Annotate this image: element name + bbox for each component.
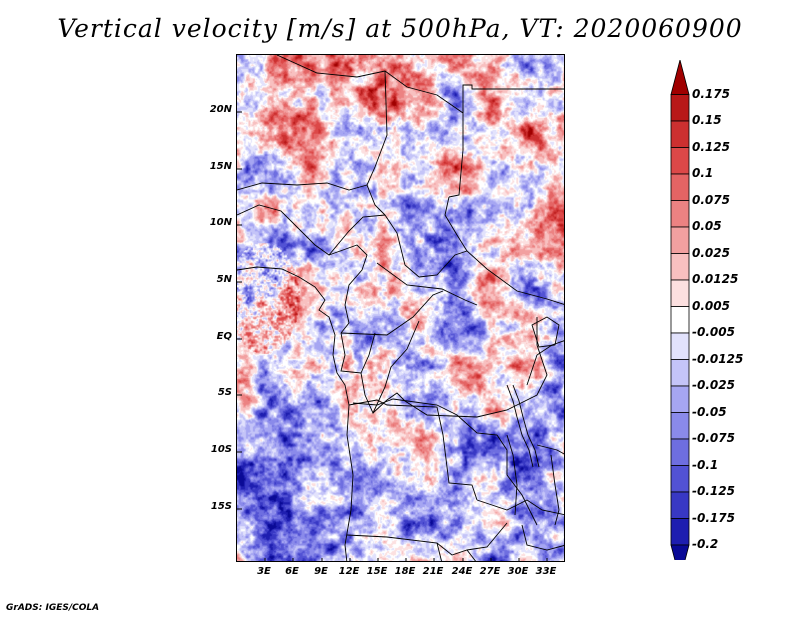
- colorbar-label: 0.075: [692, 192, 730, 207]
- colorbar-swatch: [670, 200, 690, 228]
- lon-label-18e: 18E: [394, 566, 416, 577]
- lon-label-3e: 3E: [257, 566, 271, 577]
- colorbar-swatch: [670, 306, 690, 334]
- colorbar-swatch: [670, 518, 690, 546]
- lon-label-27e: 27E: [479, 566, 501, 577]
- lat-label-10n: 10N: [209, 217, 232, 228]
- lon-label-24e: 24E: [451, 566, 473, 577]
- west-coastline: [237, 266, 354, 561]
- map-title: Vertical velocity [m/s] at 500hPa, VT: 2…: [57, 14, 743, 43]
- colorbar-swatch: [670, 385, 690, 413]
- colorbar-label: -0.2: [692, 537, 719, 551]
- lon-label-33e: 33E: [535, 566, 557, 577]
- lon-label-6e: 6E: [285, 566, 299, 577]
- grads-credit: GrADS: IGES/COLA: [6, 603, 100, 613]
- colorbar-label: -0.005: [692, 325, 735, 339]
- colorbar-label: -0.125: [692, 484, 735, 498]
- colorbar-swatch: [670, 412, 690, 440]
- lon-label-30e: 30E: [507, 566, 529, 577]
- colorbar-swatch: [670, 173, 690, 201]
- colorbar-label: 0.1: [692, 166, 714, 180]
- colorbar-label: -0.0125: [692, 351, 744, 366]
- colorbar-swatch: [670, 332, 690, 360]
- colorbar-label: 0.0125: [692, 272, 739, 286]
- colorbar-swatch: [670, 491, 690, 519]
- lat-label-20n: 20N: [209, 104, 232, 115]
- colorbar-label: -0.025: [692, 378, 735, 392]
- lon-label-9e: 9E: [314, 566, 328, 577]
- colorbar-label: -0.05: [692, 404, 727, 419]
- lat-label-15n: 15N: [209, 161, 232, 172]
- colorbar-label: 0.125: [692, 139, 730, 154]
- lat-label-eq: EQ: [216, 331, 232, 342]
- lon-label-21e: 21E: [422, 566, 444, 577]
- colorbar-swatch: [670, 359, 690, 387]
- lat-label-10s: 10S: [210, 444, 232, 455]
- lon-label-15e: 15E: [366, 566, 388, 577]
- colorbar-swatch: [670, 253, 690, 281]
- colorbar-label: 0.005: [692, 298, 730, 313]
- colorbar-label: -0.075: [692, 431, 735, 445]
- vertical-velocity-field: [237, 55, 564, 561]
- map-plot-area: [236, 54, 565, 562]
- colorbar-swatch: [670, 438, 690, 466]
- lat-label-15s: 15S: [210, 501, 232, 512]
- lat-label-5s: 5S: [217, 387, 232, 398]
- colorbar-label: 0.15: [692, 113, 722, 127]
- colorbar-swatch: [670, 94, 690, 122]
- colorbar-label: 0.025: [692, 245, 730, 260]
- colorbar-bottom-arrow: [670, 544, 690, 560]
- colorbar-label: 0.175: [692, 86, 730, 101]
- colorbar: [670, 60, 690, 560]
- colorbar-label: -0.1: [692, 457, 719, 472]
- colorbar-swatch: [670, 120, 690, 148]
- lat-label-5n: 5N: [216, 274, 232, 285]
- colorbar-swatch: [670, 147, 690, 175]
- colorbar-swatch: [670, 279, 690, 307]
- colorbar-label: 0.05: [692, 219, 722, 233]
- country-borders: [237, 55, 564, 561]
- lon-label-12e: 12E: [338, 566, 360, 577]
- colorbar-swatch: [670, 465, 690, 493]
- colorbar-label: -0.175: [692, 510, 735, 525]
- colorbar-swatch: [670, 226, 690, 254]
- colorbar-top-arrow: [670, 60, 690, 95]
